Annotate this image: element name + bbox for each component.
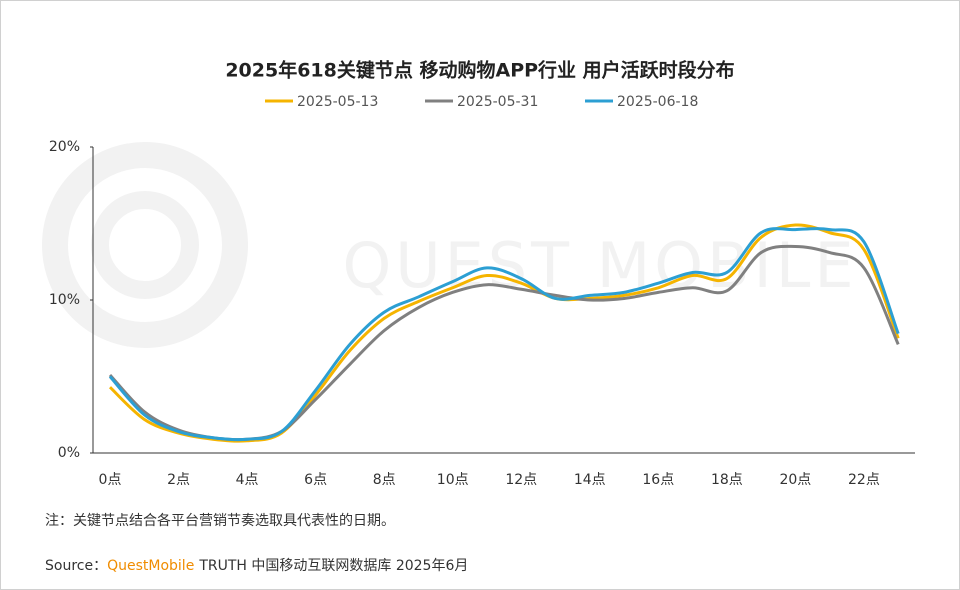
x-tick-label: 16点 xyxy=(642,472,674,488)
series-line xyxy=(108,223,900,443)
x-tick-label: 20点 xyxy=(779,472,811,488)
source: Source：QuestMobile TRUTH 中国移动互联网数据库 2025年… xyxy=(45,558,468,574)
x-tick-label: 6点 xyxy=(304,472,327,488)
series-line xyxy=(108,227,900,442)
source-label: Source： xyxy=(45,558,107,574)
watermark-logo xyxy=(42,142,248,348)
watermark: QUEST MOBILE xyxy=(342,229,857,302)
x-tick-label: 14点 xyxy=(574,472,606,488)
x-tick-label: 8点 xyxy=(373,472,396,488)
legend-label: 2025-05-13 xyxy=(297,94,378,110)
y-tick-label: 20% xyxy=(49,139,80,155)
x-tick-label: 4点 xyxy=(236,472,259,488)
note: 注：关键节点结合各平台营销节奏选取具代表性的日期。 xyxy=(45,513,395,529)
x-tick-label: 18点 xyxy=(711,472,743,488)
legend-label: 2025-06-18 xyxy=(617,94,698,110)
y-tick-label: 10% xyxy=(49,292,80,308)
source-text: TRUTH 中国移动互联网数据库 2025年6月 xyxy=(198,558,468,574)
x-tick-label: 10点 xyxy=(437,472,469,488)
y-tick-label: 0% xyxy=(58,445,80,461)
source-brand: QuestMobile xyxy=(107,558,194,574)
x-tick-label: 22点 xyxy=(848,472,880,488)
legend-label: 2025-05-31 xyxy=(457,94,538,110)
x-tick-label: 12点 xyxy=(505,472,537,488)
x-tick-label: 2点 xyxy=(167,472,190,488)
x-tick-label: 0点 xyxy=(99,472,122,488)
chart-title: 2025年618关键节点 移动购物APP行业 用户活跃时段分布 xyxy=(225,59,734,82)
